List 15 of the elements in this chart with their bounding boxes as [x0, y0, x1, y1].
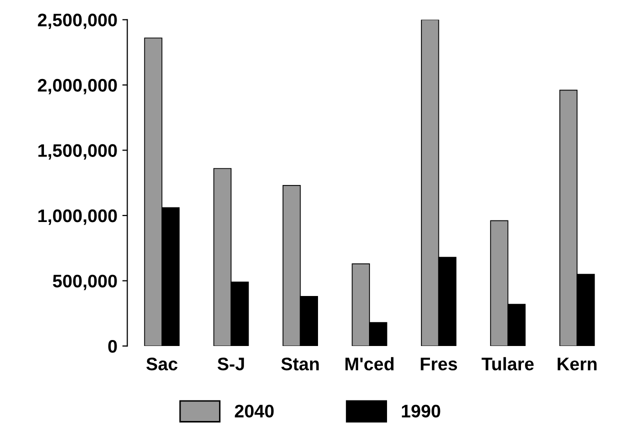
x-tick-label: Sac — [146, 358, 178, 370]
y-tick-label: 1,500,000 — [38, 144, 117, 160]
x-tick-label: Stan — [281, 358, 319, 370]
x-tick-label: Fres — [420, 358, 458, 370]
x-tick-label: Tulare — [482, 357, 534, 370]
legend-label: 2040 — [234, 404, 274, 418]
legend-label: 1990 — [402, 404, 440, 418]
y-tick-label: 2,000,000 — [38, 78, 117, 94]
y-tick-label: 500,000 — [52, 274, 117, 290]
y-tick-label: 0 — [108, 340, 117, 353]
x-tick-label: Kern — [558, 358, 597, 370]
y-tick-label: 1,000,000 — [38, 209, 117, 225]
y-tick-label: 2,500,000 — [38, 14, 117, 30]
x-tick-label: M'ced — [345, 357, 394, 370]
x-tick-label: S-J — [218, 358, 244, 370]
